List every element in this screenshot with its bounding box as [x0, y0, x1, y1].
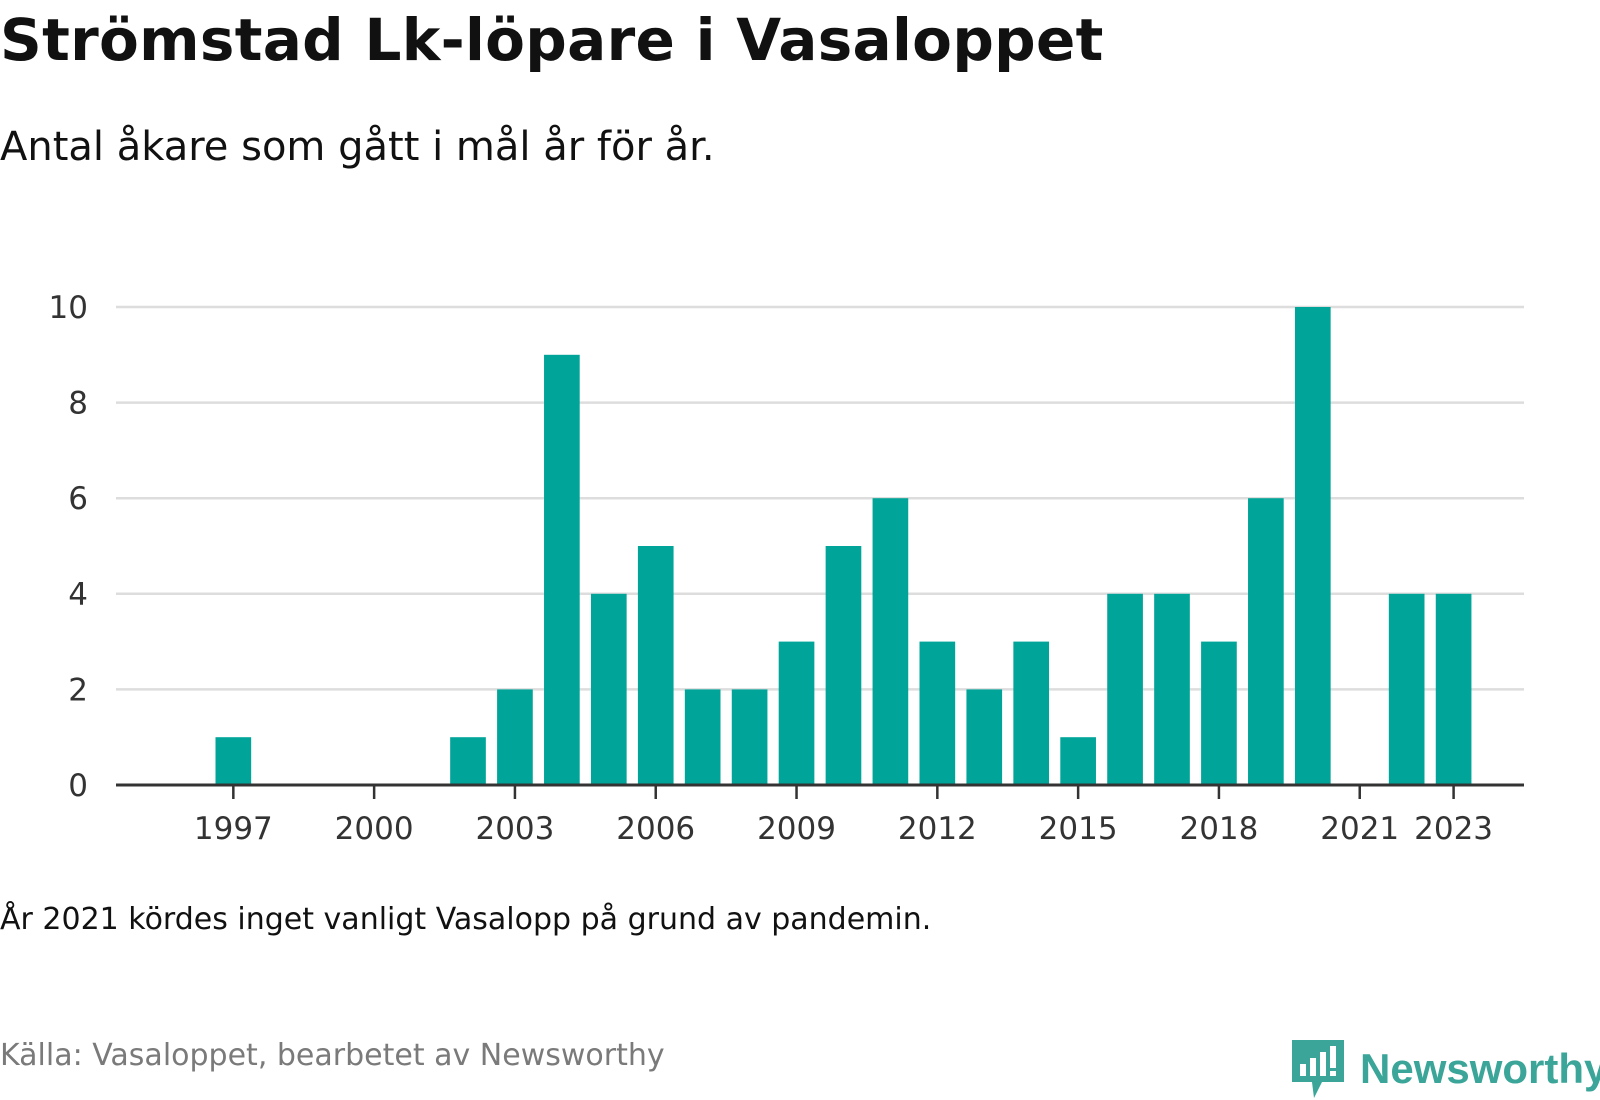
brand-logo: Newsworthy — [1292, 1040, 1600, 1098]
chart-subtitle: Antal åkare som gått i mål år för år. — [0, 124, 715, 170]
y-tick-label: 8 — [68, 386, 88, 422]
y-tick-label: 0 — [68, 768, 88, 804]
x-tick-label: 2018 — [1179, 811, 1258, 847]
x-tick-label: 2023 — [1414, 811, 1493, 847]
brand-name: Newsworthy — [1360, 1045, 1600, 1092]
bar — [1013, 641, 1050, 785]
x-tick-label: 2021 — [1320, 811, 1399, 847]
bar — [919, 641, 956, 785]
bar — [1435, 593, 1472, 785]
y-tick-label: 4 — [68, 577, 88, 613]
x-tick-label: 2012 — [898, 811, 977, 847]
bar — [731, 689, 768, 785]
bar — [1388, 593, 1425, 785]
newsworthy-logo-icon — [1292, 1040, 1344, 1098]
x-tick-label: 2000 — [335, 811, 414, 847]
footnote: År 2021 kördes inget vanligt Vasalopp på… — [0, 902, 932, 937]
bar — [544, 354, 580, 785]
x-tick-label: 1997 — [194, 811, 273, 847]
x-tick-label: 2003 — [475, 811, 554, 847]
axes: 0 2 4 6 8 10 1997 2000 2003 2006 2009 2012 2015 2018 2… — [49, 290, 1524, 847]
bar — [450, 737, 486, 785]
bar — [872, 498, 909, 785]
x-tick-label: 2009 — [757, 811, 836, 847]
x-tick-label: 2015 — [1039, 811, 1118, 847]
bar — [637, 546, 674, 785]
bar-chart: 0 2 4 6 8 10 1997 2000 2003 2006 2009 2012 2015 2018 2… — [49, 290, 1524, 847]
bar — [215, 737, 252, 785]
y-tick-label: 10 — [49, 290, 88, 326]
bar — [1060, 737, 1096, 785]
bar — [1154, 593, 1190, 785]
bars — [215, 307, 1472, 785]
bar — [1294, 307, 1331, 785]
bar — [590, 593, 627, 785]
bar — [1107, 593, 1143, 785]
source-credit: Källa: Vasaloppet, bearbetet av Newswort… — [0, 1038, 665, 1073]
y-tick-label: 2 — [68, 672, 88, 708]
bar — [778, 641, 815, 785]
bar — [684, 689, 721, 785]
bar — [1248, 498, 1284, 785]
chart-title: Strömstad Lk-löpare i Vasaloppet — [0, 6, 1104, 74]
bar — [497, 689, 533, 785]
y-tick-label: 6 — [68, 481, 88, 517]
bar — [966, 689, 1003, 785]
x-tick-label: 2006 — [616, 811, 695, 847]
grid-lines — [116, 305, 1524, 691]
bar — [825, 546, 862, 785]
bar — [1201, 641, 1237, 785]
